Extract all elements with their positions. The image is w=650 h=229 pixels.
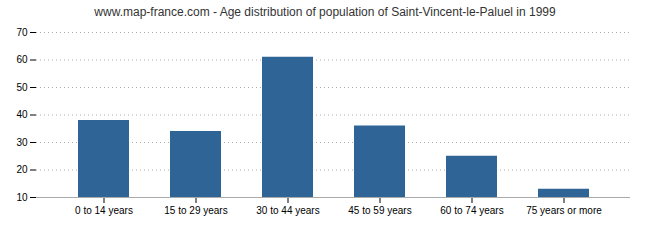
svg-text:30 to 44 years: 30 to 44 years bbox=[256, 205, 319, 216]
svg-text:20: 20 bbox=[16, 164, 28, 175]
html-text:www.map-france.com - Age distr: www.map-france.com - Age distribution of… bbox=[94, 5, 556, 19]
svg-text:40: 40 bbox=[16, 109, 28, 120]
svg-text:60: 60 bbox=[16, 54, 28, 65]
svg-text:70: 70 bbox=[16, 27, 28, 38]
svg-text:75 years or more: 75 years or more bbox=[526, 205, 602, 216]
svg-text:50: 50 bbox=[16, 82, 28, 93]
svg-text:45 to 59 years: 45 to 59 years bbox=[348, 205, 411, 216]
svg-text:10: 10 bbox=[16, 192, 28, 203]
svg-text:15 to 29 years: 15 to 29 years bbox=[164, 205, 227, 216]
svg-text:30: 30 bbox=[16, 137, 28, 148]
svg-text:60 to 74 years: 60 to 74 years bbox=[440, 205, 503, 216]
svg-text:0 to 14 years: 0 to 14 years bbox=[75, 205, 133, 216]
